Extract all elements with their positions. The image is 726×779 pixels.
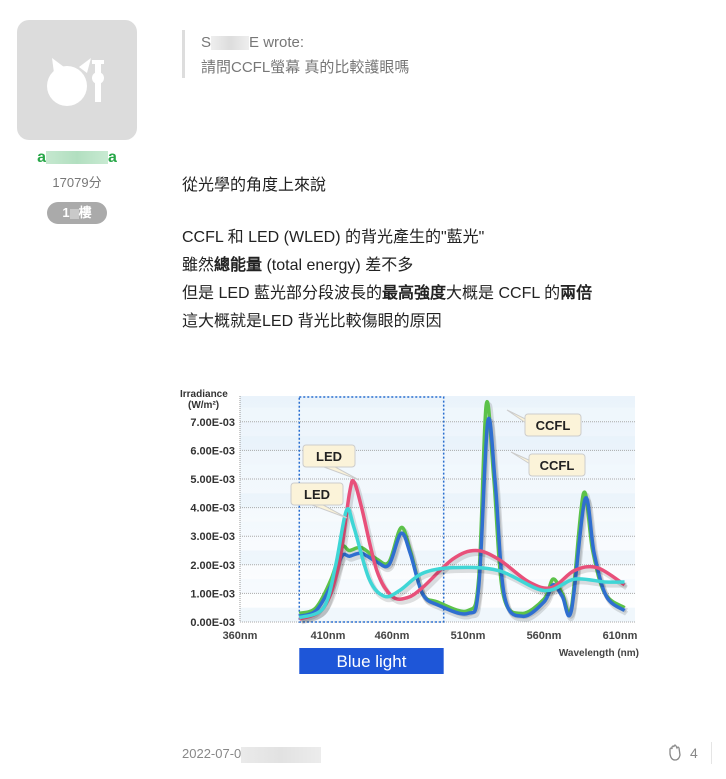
led-callout-cyan-box [290, 482, 344, 506]
post-line: 從光學的角度上來說 [182, 177, 327, 194]
series-line-ccfl-1 [298, 416, 626, 619]
post-line: CCFL 和 LED (WLED) 的背光產生的"藍光" [182, 229, 485, 246]
y-axis-label: Irradiance [180, 389, 228, 400]
post-date: 2022-07-0 [182, 746, 322, 763]
spectrum-chart: 0.00E-03 1.00E-03 2.00E-03 3.00E-03 4.00E-03… [180, 389, 639, 674]
redacted-username [46, 151, 108, 165]
y-tick-label: 6.00E-03 [190, 445, 235, 457]
like-count: 4 [690, 745, 698, 761]
post-line: 但是 LED 藍光部分段波長的最高強度大概是 CCFL 的兩倍 [182, 285, 593, 302]
x-tick-label: 610nm [603, 630, 638, 642]
y-tick-label: 4.00E-03 [190, 503, 235, 515]
like-button[interactable]: 4 [666, 744, 698, 762]
series-line-led-3 [298, 507, 625, 620]
x-tick-label: 510nm [451, 630, 486, 642]
series-shadow [300, 509, 627, 624]
ccfl-callout-blue-box [528, 453, 586, 477]
y-axis-label-unit: (W/m²) [188, 400, 219, 411]
led-callout-pink: LED [316, 449, 342, 464]
ccfl-callout-green-box [524, 413, 582, 437]
ccfl-callout-blue: CCFL [540, 458, 575, 473]
redacted-author [211, 36, 250, 51]
y-tick-label: 5.00E-03 [190, 474, 235, 486]
x-tick-label: 410nm [311, 630, 346, 642]
y-tick-label: 3.00E-03 [190, 531, 235, 543]
user-points: 17079分 [52, 175, 102, 190]
blue-light-region [298, 396, 445, 623]
y-tick-label: 2.00E-03 [190, 560, 235, 572]
series-shadow [300, 419, 629, 622]
redacted-date [241, 746, 322, 763]
blue-light-label-box [299, 648, 444, 674]
x-axis-label: Wavelength (nm) [559, 648, 639, 659]
post-line: 這大概就是LED 背光比較傷眼的原因 [182, 313, 442, 330]
led-callout-cyan: LED [304, 487, 330, 502]
cat-avatar-icon [47, 58, 104, 106]
series-line-led-2 [298, 478, 626, 621]
y-tick-label: 1.00E-03 [190, 588, 235, 600]
post-line: 雖然總能量 (total energy) 差不多 [182, 257, 414, 274]
y-tick-label: 7.00E-03 [190, 417, 235, 429]
divider [711, 742, 712, 764]
quote-text: 請問CCFL螢幕 真的比較護眼嗎 [201, 59, 410, 76]
blue-light-label: Blue light [337, 652, 407, 671]
x-tick-label: 560nm [527, 630, 562, 642]
clap-hands-icon [669, 744, 681, 761]
spectrum-chart-image[interactable]: 0.00E-03 1.00E-03 2.00E-03 3.00E-03 4.00E-03… [175, 380, 645, 680]
x-tick-label: 460nm [375, 630, 410, 642]
y-tick-label: 0.00E-03 [190, 617, 235, 629]
led-callout-pink-box [302, 444, 356, 468]
post-body: 從光學的角度上來說 CCFL 和 LED (WLED) 的背光產生的"藍光" 雖… [182, 172, 592, 336]
avatar[interactable] [17, 20, 137, 140]
x-tick-label: 360nm [223, 630, 258, 642]
band [240, 521, 635, 537]
redacted [69, 208, 79, 219]
ccfl-callout-green: CCFL [536, 418, 571, 433]
